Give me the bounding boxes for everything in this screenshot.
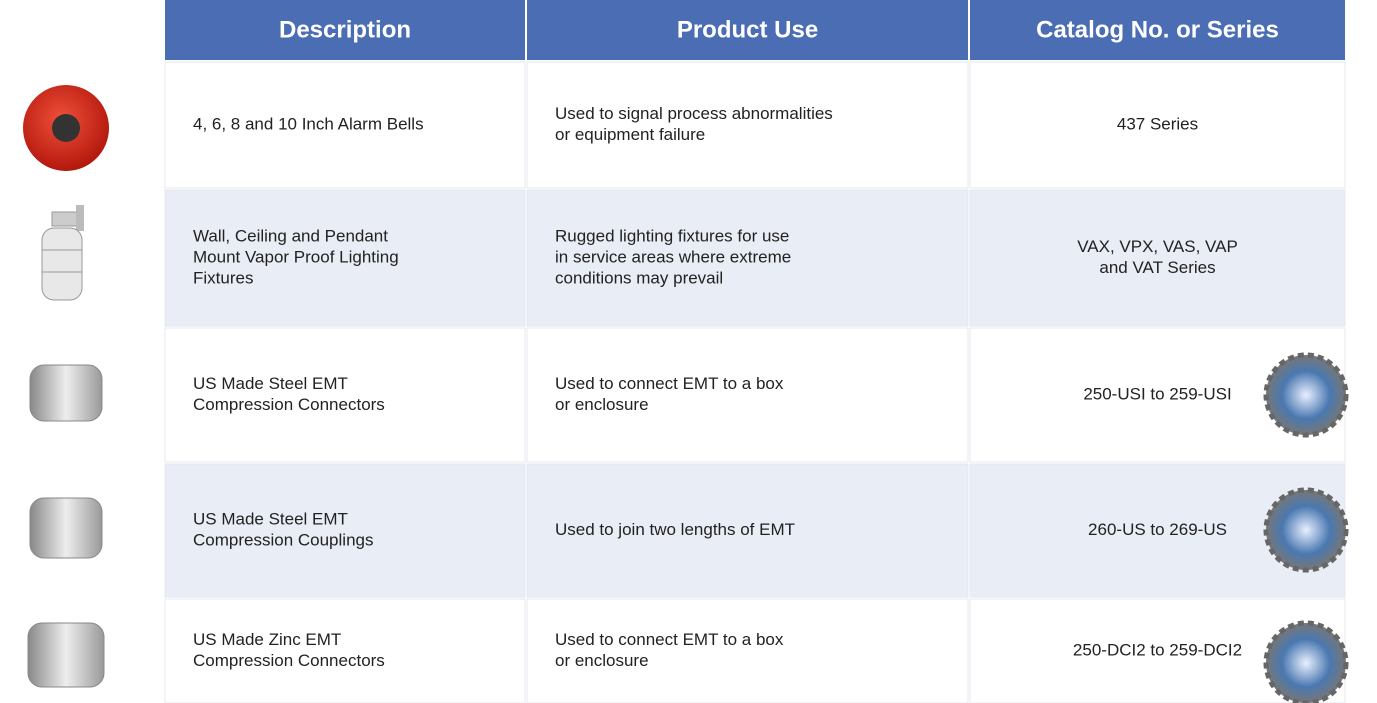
use-text: Rugged lighting fixtures for use (555, 226, 789, 245)
description-text: Wall, Ceiling and Pendant (193, 226, 388, 245)
catalog-text: 437 Series (1117, 114, 1198, 133)
table-cell (164, 463, 526, 598)
backgrounds (164, 0, 1346, 703)
header-cell (970, 0, 1345, 60)
table-cell (969, 189, 1346, 327)
use-text: Used to connect EMT to a box (555, 630, 784, 649)
alarm-bell-center (52, 114, 80, 142)
catalog-text: 250-USI to 259-USI (1083, 384, 1231, 403)
made-in-usa-badges (1263, 352, 1349, 703)
catalog-text: VAX, VPX, VAS, VAP (1077, 237, 1238, 256)
product-images (23, 85, 1349, 703)
table-cell (164, 189, 526, 327)
catalog-text: and VAT Series (1099, 258, 1215, 277)
table-cell (526, 327, 969, 463)
description-text: US Made Steel EMT (193, 509, 348, 528)
description-text: Compression Connectors (193, 395, 385, 414)
description-text: Mount Vapor Proof Lighting (193, 247, 399, 266)
lighting-fixture-image (41, 205, 84, 301)
table-cell (164, 327, 526, 463)
table-cell (526, 463, 969, 598)
use-text: in service areas where extreme (555, 247, 791, 266)
header-label: Product Use (677, 16, 818, 43)
catalog-text: 260-US to 269-US (1088, 520, 1227, 539)
table-cell (164, 61, 526, 189)
header-label: Catalog No. or Series (1036, 16, 1279, 43)
table-cell (526, 598, 969, 703)
use-text: or equipment failure (555, 125, 705, 144)
table-cell (526, 189, 969, 327)
description-text: US Made Zinc EMT (193, 630, 341, 649)
description-text: US Made Steel EMT (193, 374, 348, 393)
use-text: Used to signal process abnormalities (555, 104, 833, 123)
header-label: Description (279, 16, 411, 43)
use-text: or enclosure (555, 651, 649, 670)
table-cell (526, 61, 969, 189)
description-text: Compression Connectors (193, 651, 385, 670)
use-text: or enclosure (555, 395, 649, 414)
catalog-text: 250-DCI2 to 259-DCI2 (1073, 640, 1242, 659)
use-text: Used to join two lengths of EMT (555, 520, 795, 539)
description-text: Compression Couplings (193, 530, 373, 549)
connector-images (27, 364, 105, 688)
description-text: 4, 6, 8 and 10 Inch Alarm Bells (193, 114, 424, 133)
table-cell (969, 61, 1346, 189)
header-cell (527, 0, 968, 60)
header-cell (165, 0, 525, 60)
table-cell (164, 598, 526, 703)
use-text: Used to connect EMT to a box (555, 374, 784, 393)
description-text: Fixtures (193, 268, 253, 287)
table-text: Description Product Use Catalog No. or Ser… (193, 16, 1279, 670)
use-text: conditions may prevail (555, 268, 723, 287)
